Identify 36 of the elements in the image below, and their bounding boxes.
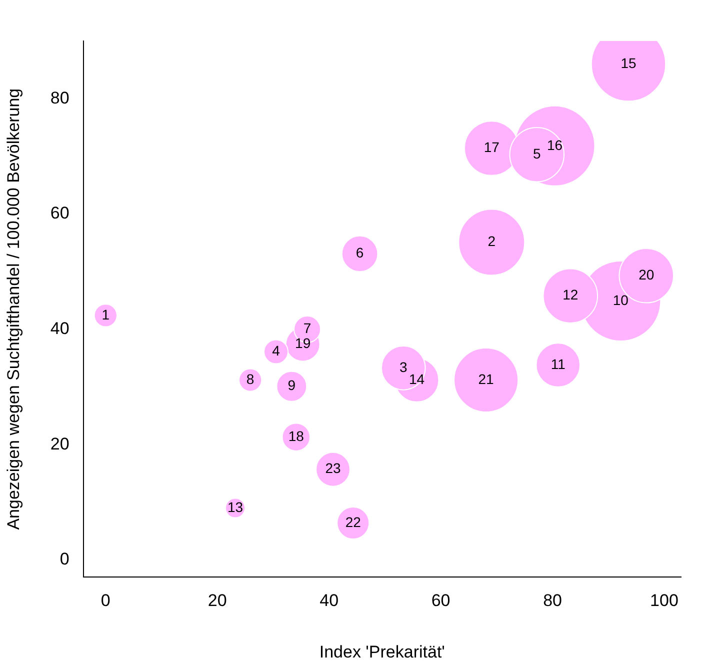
annotation: 18 <box>288 428 304 444</box>
annotation: 3 <box>399 358 408 375</box>
annotation: 1 <box>102 306 110 322</box>
x-tick-label: 20 <box>208 591 227 610</box>
annotation: 21 <box>478 370 494 387</box>
annotation: 4 <box>272 342 280 359</box>
annotation: 12 <box>562 286 578 303</box>
annotation: 10 <box>612 292 629 308</box>
x-tick-label: 0 <box>100 591 110 610</box>
annotation: 23 <box>325 460 341 476</box>
y-tick-label: 80 <box>50 88 70 108</box>
annotation: 14 <box>409 370 425 387</box>
annotation: 20 <box>638 266 654 283</box>
annotation: 19 <box>295 335 311 352</box>
annotation: 6 <box>356 244 364 261</box>
y-tick-label: 40 <box>50 318 70 338</box>
y-tick-label: 60 <box>50 204 70 223</box>
x-tick-label: 100 <box>650 591 678 610</box>
annotation: 7 <box>303 320 312 336</box>
annotation: 13 <box>227 498 244 515</box>
x-axis-title: Index 'Prekarität' <box>319 642 445 662</box>
y-axis-title: Angezeigen wegen Suchtgifthandel / 100.000 Bevölkerung <box>4 88 23 530</box>
annotation: 5 <box>532 145 541 162</box>
annotation: 15 <box>620 54 636 71</box>
x-tick-label: 60 <box>431 591 450 610</box>
annotation: 11 <box>550 356 566 372</box>
y-tick-label: 0 <box>60 550 70 569</box>
annotation: 8 <box>246 370 254 387</box>
annotation: 9 <box>288 377 296 394</box>
annotation: 17 <box>484 139 500 156</box>
x-tick-label: 40 <box>320 591 339 610</box>
annotation: 2 <box>488 233 496 250</box>
annotation: 16 <box>546 136 563 153</box>
x-tick-label: 80 <box>543 591 562 610</box>
y-tick-label: 20 <box>50 434 70 454</box>
annotation: 22 <box>345 514 362 530</box>
